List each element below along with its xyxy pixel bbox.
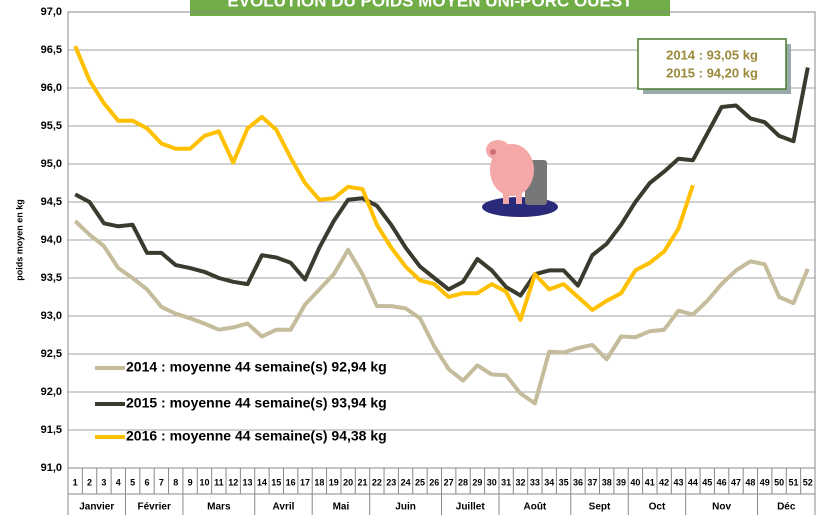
x-tick-label: 5 xyxy=(130,477,135,487)
x-tick-label: 8 xyxy=(173,477,178,487)
x-tick-label: 31 xyxy=(501,477,511,487)
x-tick-label: 24 xyxy=(401,477,411,487)
x-tick-label: 37 xyxy=(587,477,597,487)
x-tick-label: 23 xyxy=(386,477,396,487)
x-tick-label: 42 xyxy=(659,477,669,487)
month-label: Sept xyxy=(589,502,611,513)
x-tick-label: 32 xyxy=(516,477,526,487)
x-tick-label: 16 xyxy=(286,477,296,487)
month-label: Juillet xyxy=(456,502,486,513)
y-tick-label: 93,0 xyxy=(41,310,62,322)
x-tick-label: 46 xyxy=(717,477,727,487)
month-label: Juin xyxy=(395,502,416,513)
month-label: Août xyxy=(523,502,546,513)
y-tick-label: 92,5 xyxy=(41,348,62,360)
x-tick-label: 25 xyxy=(415,477,425,487)
y-tick-label: 96,0 xyxy=(41,82,62,94)
x-tick-label: 27 xyxy=(444,477,454,487)
chart-title: ÉVOLUTION DU POIDS MOYEN UNI-PORC OUEST xyxy=(227,0,633,10)
x-tick-label: 47 xyxy=(731,477,741,487)
x-tick-label: 30 xyxy=(487,477,497,487)
x-tick-label: 12 xyxy=(228,477,238,487)
month-label: Oct xyxy=(649,502,666,513)
month-label: Mars xyxy=(207,502,231,513)
legend-label: 2016 : moyenne 44 semaine(s) 94,38 kg xyxy=(126,428,387,444)
x-tick-label: 10 xyxy=(199,477,209,487)
y-tick-label: 97,0 xyxy=(41,6,62,18)
y-axis-label: poids moyen en kg xyxy=(14,199,24,281)
month-label: Déc xyxy=(777,502,796,513)
x-tick-label: 51 xyxy=(788,477,798,487)
x-tick-label: 18 xyxy=(314,477,324,487)
x-tick-label: 3 xyxy=(101,477,106,487)
annotation-box xyxy=(637,38,787,90)
month-label: Avril xyxy=(273,502,295,513)
x-tick-label: 36 xyxy=(573,477,583,487)
x-tick-label: 49 xyxy=(760,477,770,487)
x-tick-label: 40 xyxy=(630,477,640,487)
annotation: 2014 : 93,05 kg xyxy=(666,47,758,62)
y-tick-label: 94,0 xyxy=(41,234,62,246)
y-tick-label: 91,0 xyxy=(41,462,62,474)
y-tick-label: 93,5 xyxy=(41,272,62,284)
x-tick-label: 7 xyxy=(159,477,164,487)
legend-label: 2014 : moyenne 44 semaine(s) 92,94 kg xyxy=(126,359,387,375)
y-tick-label: 94,5 xyxy=(41,196,62,208)
annotation: 2015 : 94,20 kg xyxy=(666,65,758,80)
x-tick-label: 41 xyxy=(645,477,655,487)
x-tick-label: 43 xyxy=(674,477,684,487)
x-tick-label: 13 xyxy=(243,477,253,487)
x-tick-label: 26 xyxy=(429,477,439,487)
x-tick-label: 11 xyxy=(214,477,224,487)
x-tick-label: 45 xyxy=(702,477,712,487)
series-line xyxy=(74,67,810,298)
x-tick-label: 48 xyxy=(745,477,755,487)
legend-label: 2015 : moyenne 44 semaine(s) 93,94 kg xyxy=(126,395,387,411)
x-tick-label: 6 xyxy=(145,477,150,487)
y-tick-label: 91,5 xyxy=(41,424,62,436)
x-tick-label: 35 xyxy=(559,477,569,487)
y-tick-label: 95,0 xyxy=(41,158,62,170)
x-tick-label: 15 xyxy=(271,477,281,487)
x-tick-label: 19 xyxy=(329,477,339,487)
x-tick-label: 38 xyxy=(602,477,612,487)
series-line xyxy=(73,219,810,406)
x-tick-label: 28 xyxy=(458,477,468,487)
x-tick-label: 21 xyxy=(357,477,367,487)
y-tick-label: 92,0 xyxy=(41,386,62,398)
x-tick-label: 29 xyxy=(472,477,482,487)
x-tick-label: 20 xyxy=(343,477,353,487)
x-tick-label: 39 xyxy=(616,477,626,487)
series-line xyxy=(73,45,695,322)
pig-icon xyxy=(482,140,558,217)
x-tick-label: 22 xyxy=(372,477,382,487)
month-label: Mai xyxy=(333,502,350,513)
x-tick-label: 14 xyxy=(257,477,267,487)
month-label: Janvier xyxy=(79,502,114,513)
x-tick-label: 17 xyxy=(300,477,310,487)
x-tick-label: 33 xyxy=(530,477,540,487)
y-tick-label: 95,5 xyxy=(41,120,62,132)
x-tick-label: 34 xyxy=(544,477,554,487)
month-label: Février xyxy=(138,502,171,513)
x-tick-label: 50 xyxy=(774,477,784,487)
x-tick-label: 1 xyxy=(73,477,78,487)
x-tick-label: 44 xyxy=(688,477,698,487)
month-label: Nov xyxy=(712,502,731,513)
x-tick-label: 4 xyxy=(116,477,121,487)
x-tick-label: 2 xyxy=(87,477,92,487)
x-tick-label: 9 xyxy=(188,477,193,487)
y-tick-label: 96,5 xyxy=(41,44,62,56)
x-tick-label: 52 xyxy=(803,477,813,487)
